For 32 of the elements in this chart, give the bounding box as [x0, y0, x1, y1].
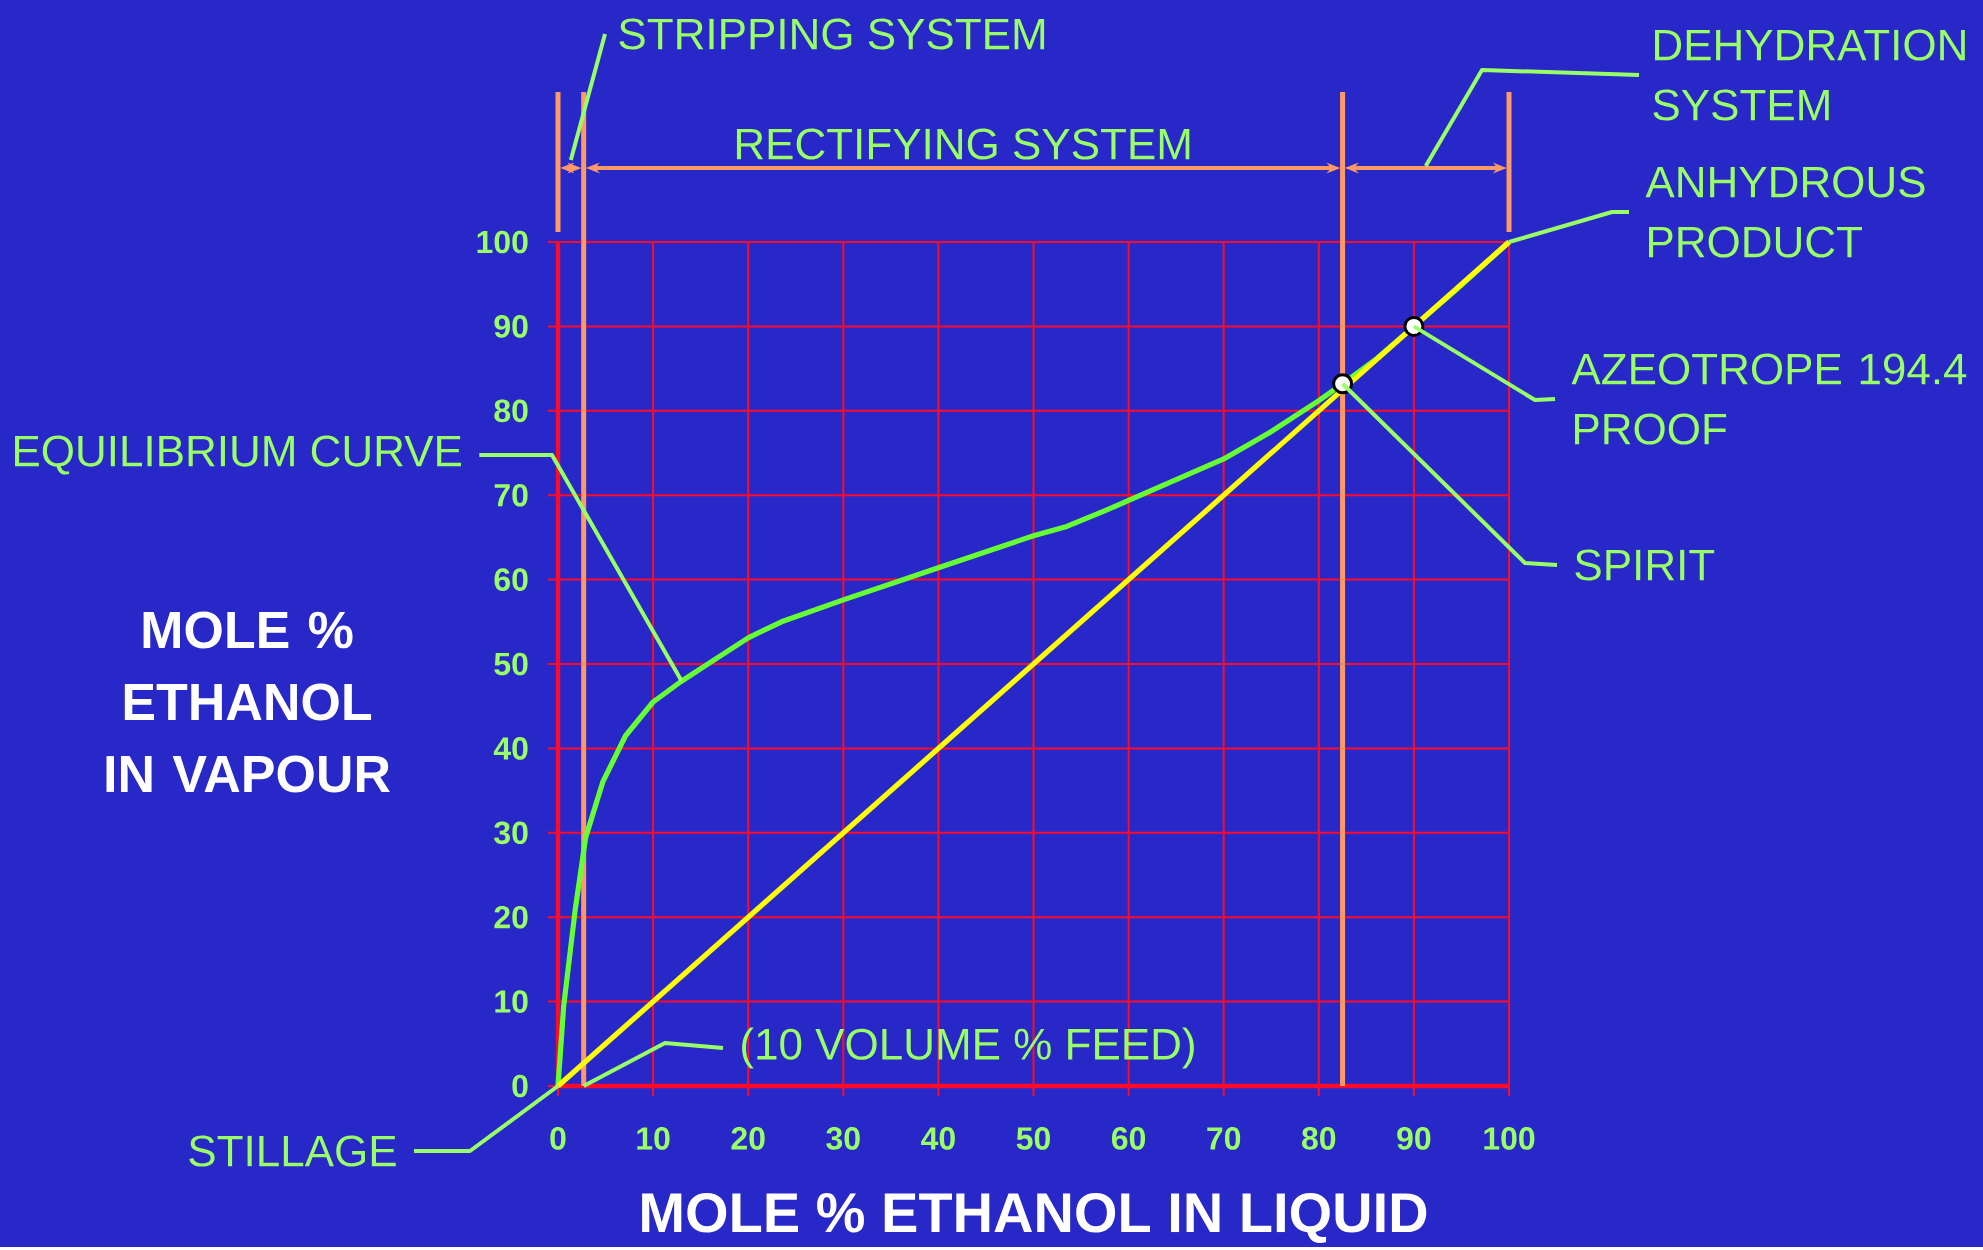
y-axis-title: MOLE % ETHANOL IN VAPOUR	[106, 611, 390, 793]
y-tick-label: 90	[494, 315, 528, 338]
x-tick-label: 60	[1111, 1127, 1146, 1150]
x-tick-label: 0	[550, 1127, 566, 1150]
y-tick-label: 70	[494, 484, 528, 507]
x-axis-title: MOLE % ETHANOL IN LIQUID	[642, 1193, 1427, 1244]
text: STRIPPING SYSTEM	[619, 18, 1045, 50]
annotation: STILLAGE	[189, 1135, 396, 1167]
annotation: SPIRIT	[1575, 549, 1715, 581]
y-tick-label: 50	[494, 652, 528, 676]
annotation: EQUILIBRIUM CURVE	[15, 435, 462, 475]
x-tick-label: 30	[826, 1127, 860, 1150]
y-tick-label: 100	[477, 230, 528, 254]
y-tick-label: 40	[493, 737, 528, 760]
x-tick-label: 50	[1016, 1127, 1050, 1150]
x-tick-label: 80	[1302, 1127, 1336, 1150]
y-tick-label: 20	[494, 906, 528, 929]
annotation: ANHYDROUS PRODUCT	[1645, 166, 1925, 258]
x-tick-label: 20	[731, 1127, 765, 1150]
y-tick-label: 80	[494, 399, 528, 423]
x-tick-label: 100	[1484, 1127, 1535, 1150]
x-tick-label: 40	[921, 1127, 955, 1150]
x-tick-label: 10	[637, 1127, 670, 1150]
text: RECTIFYING SYSTEM	[736, 128, 1190, 160]
y-tick-label: 30	[494, 821, 528, 845]
y-tick-label: 0	[512, 1074, 528, 1098]
x-tick-label: 90	[1397, 1127, 1431, 1150]
y-tick-label: 60	[494, 568, 528, 592]
y-tick-label: 10	[495, 990, 528, 1014]
text: DEHYDRATION SYSTEM	[1653, 29, 1965, 121]
annotation: AZEOTROPE 194.4 PROOF	[1571, 353, 1967, 445]
x-tick-label: 70	[1207, 1127, 1241, 1150]
